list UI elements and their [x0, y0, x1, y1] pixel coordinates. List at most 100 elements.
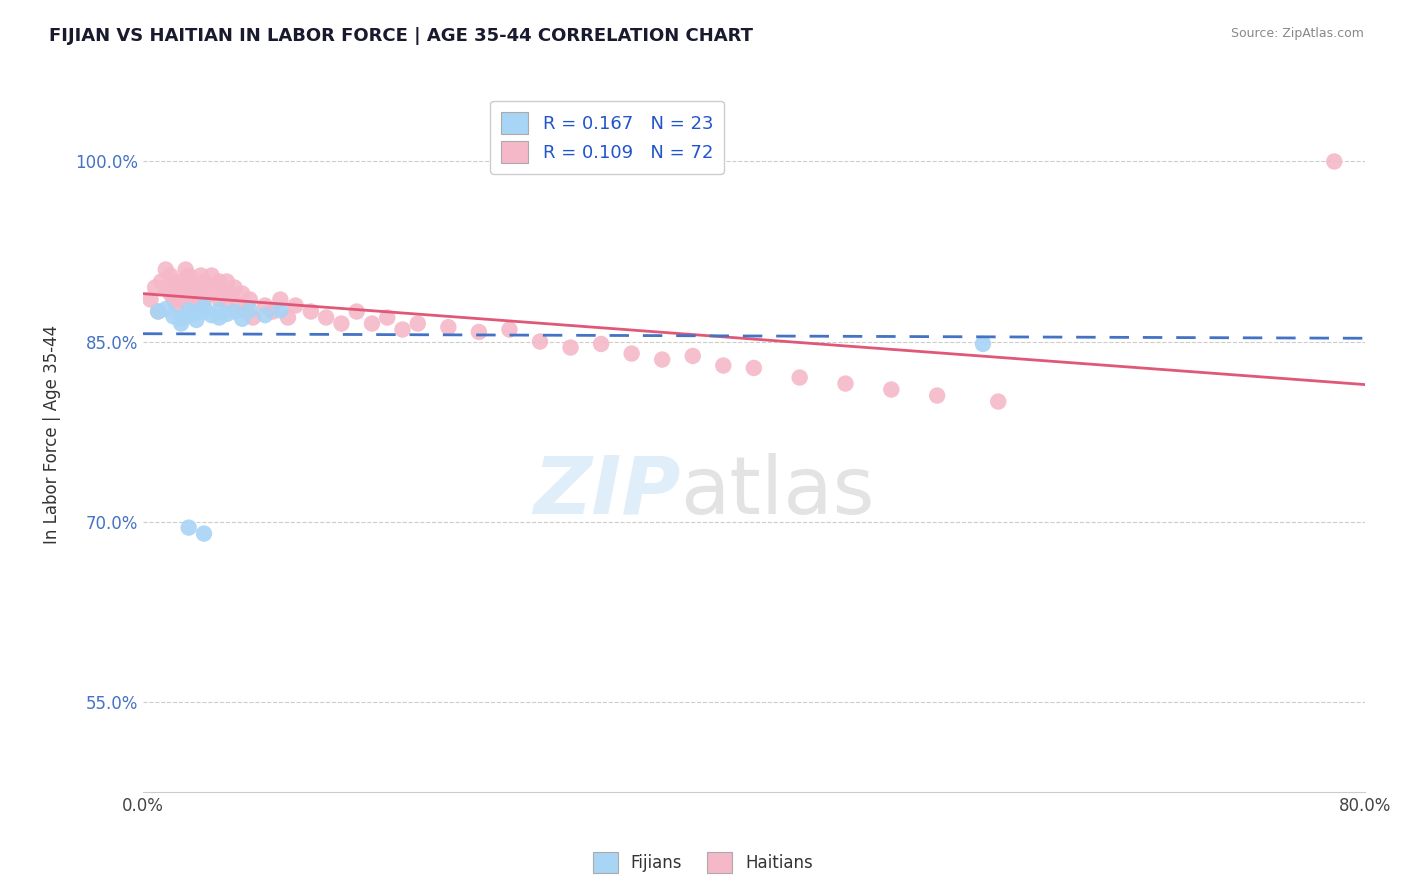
Point	[391, 322, 413, 336]
Point	[1323, 154, 1346, 169]
Point	[190, 268, 212, 283]
Point	[529, 334, 551, 349]
Point	[215, 293, 238, 307]
Point	[711, 359, 734, 373]
Point	[193, 304, 215, 318]
Point	[162, 293, 184, 307]
Point	[201, 286, 224, 301]
Point	[170, 311, 193, 326]
Point	[195, 280, 218, 294]
Point	[224, 280, 246, 294]
Point	[180, 275, 202, 289]
Point	[560, 341, 582, 355]
Point	[437, 320, 460, 334]
Point	[146, 304, 169, 318]
Point	[193, 275, 215, 289]
Point	[155, 302, 177, 317]
Point	[201, 308, 224, 322]
Point	[215, 275, 238, 289]
Point	[215, 307, 238, 321]
Point	[315, 310, 337, 325]
Point	[880, 383, 903, 397]
Point	[155, 262, 177, 277]
Point	[591, 337, 613, 351]
Point	[231, 311, 253, 326]
Point	[162, 275, 184, 289]
Point	[155, 280, 177, 294]
Point	[177, 268, 200, 283]
Point	[277, 310, 299, 325]
Point	[231, 286, 253, 301]
Point	[269, 303, 291, 318]
Point	[166, 280, 188, 294]
Point	[330, 317, 353, 331]
Point	[150, 275, 173, 289]
Point	[170, 293, 193, 307]
Point	[201, 268, 224, 283]
Point	[498, 322, 520, 336]
Point	[235, 304, 257, 318]
Y-axis label: In Labor Force | Age 35-44: In Labor Force | Age 35-44	[44, 325, 60, 544]
Point	[180, 293, 202, 307]
Point	[146, 304, 169, 318]
Point	[190, 286, 212, 301]
Point	[346, 304, 368, 318]
Point	[789, 370, 811, 384]
Point	[208, 310, 231, 325]
Point	[226, 299, 249, 313]
Point	[284, 299, 307, 313]
Point	[254, 308, 277, 322]
Point	[361, 317, 384, 331]
Point	[208, 303, 231, 318]
Legend: Fijians, Haitians: Fijians, Haitians	[586, 846, 820, 880]
Point	[221, 286, 243, 301]
Point	[987, 394, 1010, 409]
Point	[242, 310, 264, 325]
Point	[143, 280, 166, 294]
Legend: R = 0.167   N = 23, R = 0.109   N = 72: R = 0.167 N = 23, R = 0.109 N = 72	[491, 101, 724, 174]
Point	[193, 300, 215, 314]
Point	[208, 275, 231, 289]
Point	[299, 304, 322, 318]
Point	[682, 349, 704, 363]
Point	[162, 310, 184, 324]
Point	[742, 360, 765, 375]
Point	[651, 352, 673, 367]
Point	[972, 337, 994, 351]
Point	[166, 299, 188, 313]
Point	[834, 376, 856, 391]
Point	[211, 280, 233, 294]
Point	[224, 304, 246, 318]
Point	[406, 317, 429, 331]
Point	[269, 293, 291, 307]
Point	[186, 306, 208, 320]
Point	[468, 325, 491, 339]
Point	[159, 286, 181, 301]
Point	[177, 520, 200, 534]
Point	[205, 280, 228, 294]
Point	[208, 293, 231, 307]
Point	[239, 303, 262, 318]
Text: ZIP: ZIP	[533, 453, 681, 531]
Point	[262, 304, 284, 318]
Point	[139, 293, 162, 307]
Point	[375, 310, 398, 325]
Point	[174, 280, 197, 294]
Text: Source: ZipAtlas.com: Source: ZipAtlas.com	[1230, 27, 1364, 40]
Point	[254, 299, 277, 313]
Point	[186, 280, 208, 294]
Point	[177, 303, 200, 318]
Text: FIJIAN VS HAITIAN IN LABOR FORCE | AGE 35-44 CORRELATION CHART: FIJIAN VS HAITIAN IN LABOR FORCE | AGE 3…	[49, 27, 754, 45]
Point	[177, 286, 200, 301]
Point	[177, 308, 200, 322]
Point	[193, 293, 215, 307]
Point	[159, 268, 181, 283]
Point	[186, 313, 208, 327]
Point	[170, 275, 193, 289]
Point	[927, 388, 949, 402]
Text: atlas: atlas	[681, 453, 875, 531]
Point	[193, 526, 215, 541]
Point	[174, 262, 197, 277]
Point	[239, 293, 262, 307]
Point	[170, 317, 193, 331]
